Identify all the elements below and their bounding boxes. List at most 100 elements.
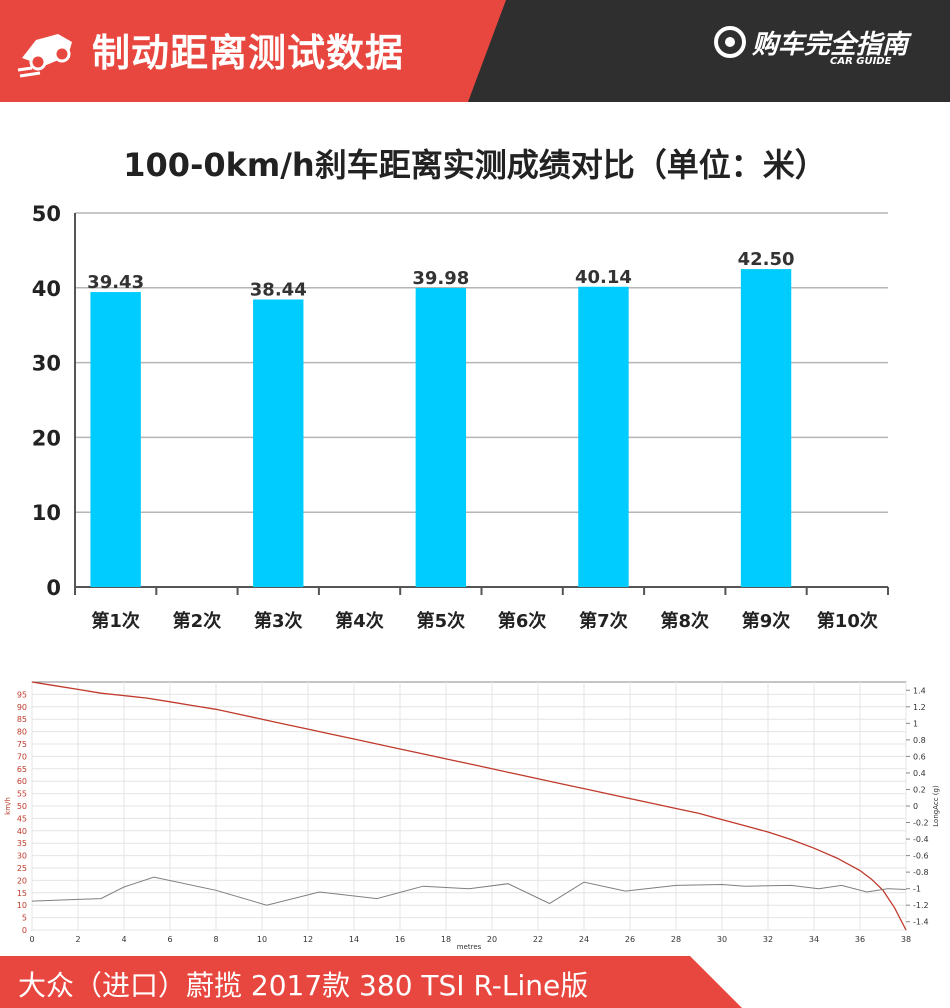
y-tick-label-left: 55 <box>17 790 27 799</box>
x-tick-label: 4 <box>121 935 126 944</box>
y-tick-label-right: -0.2 <box>913 819 929 828</box>
y-tick-label-left: 85 <box>17 715 27 724</box>
y-tick-label-right: 0 <box>913 802 918 811</box>
y-tick-label-right: -0.6 <box>913 852 929 861</box>
x-tick-label: 36 <box>855 935 865 944</box>
y-tick-label-right: -1 <box>913 885 921 894</box>
y-tick-label-right: 1 <box>913 719 918 728</box>
y-tick-label: 10 <box>32 501 61 525</box>
x-tick-label: 38 <box>901 935 911 944</box>
accel-series-line <box>31 876 907 906</box>
x-axis-title: metres <box>457 943 482 950</box>
x-tick-label: 10 <box>257 935 267 944</box>
x-tick-label: 第4次 <box>335 610 384 632</box>
y-tick-label-left: 95 <box>17 690 27 699</box>
y-tick-label-right: 1.4 <box>913 686 926 695</box>
data-label: 38.44 <box>250 279 307 300</box>
y-tick-label-left: 70 <box>17 752 27 761</box>
x-tick-label: 22 <box>533 935 543 944</box>
bar <box>415 287 467 587</box>
y-tick-label-left: 25 <box>17 864 27 873</box>
speed-series-line <box>31 681 907 931</box>
data-label: 39.43 <box>87 272 144 293</box>
x-tick-label: 第2次 <box>173 610 222 632</box>
data-label: 39.98 <box>412 268 469 289</box>
chart-title: 100-0km/h刹车距离实测成绩对比（单位：米） <box>123 146 827 184</box>
x-tick-label: 第3次 <box>254 610 303 632</box>
brand-name: 购车完全指南 <box>752 30 909 60</box>
y-tick-label-right: -0.4 <box>913 835 929 844</box>
y-tick-label-left: 10 <box>17 901 27 910</box>
y-tick-label-left: 80 <box>17 728 27 737</box>
x-tick-label: 第6次 <box>498 610 547 632</box>
x-tick-label: 第7次 <box>579 610 628 632</box>
x-tick-label: 第10次 <box>817 610 878 632</box>
brand-logo: 购车完全指南 CAR GUIDE <box>712 16 932 76</box>
data-label: 42.50 <box>738 249 795 270</box>
bar-chart: 0 10 20 30 40 50 第1次 39.43 第2次 第3次 38.44 第4次 第5次 39.9… <box>32 202 889 632</box>
y-tick-label-left: 75 <box>17 740 27 749</box>
x-tick-label: 8 <box>213 935 218 944</box>
y-tick-label-right: -1.2 <box>913 901 929 910</box>
x-tick-label: 12 <box>303 935 313 944</box>
y-tick-label: 30 <box>32 352 61 376</box>
y-tick-label-left: 35 <box>17 839 27 848</box>
y-tick-label: 50 <box>32 202 61 226</box>
header-title: 制动距离测试数据 <box>92 31 405 75</box>
y-tick-label-left: 30 <box>17 852 27 861</box>
x-tick-label: 24 <box>579 935 589 944</box>
y-tick-label-left: 65 <box>17 765 27 774</box>
x-tick-label: 30 <box>717 935 727 944</box>
x-tick-label: 26 <box>625 935 635 944</box>
x-tick-label: 6 <box>167 935 172 944</box>
y-tick-label: 20 <box>32 426 61 450</box>
brand-subtitle: CAR GUIDE <box>830 56 892 67</box>
car-braking-icon <box>14 18 78 82</box>
x-tick-label: 28 <box>671 935 681 944</box>
x-tick-label: 18 <box>441 935 451 944</box>
x-tick-label: 0 <box>29 935 34 944</box>
y-tick-label-left: 90 <box>17 703 27 712</box>
y-tick-label-right: 0.8 <box>913 736 926 745</box>
x-tick-label: 第9次 <box>742 610 791 632</box>
y-tick-label-left: 45 <box>17 814 27 823</box>
y-tick-label-right: -1.4 <box>913 918 929 927</box>
footer-panel: 大众（进口）蔚揽 2017款 380 TSI R-Line版 <box>0 956 742 1008</box>
y-axis-title-left: km/h <box>4 797 12 815</box>
header-banner: 制动距离测试数据 购车完全指南 CAR GUIDE <box>0 0 950 102</box>
x-tick-label: 第1次 <box>91 610 140 632</box>
bar <box>578 286 629 587</box>
y-tick-label: 0 <box>46 576 61 600</box>
y-tick-label-right: -0.8 <box>913 868 929 877</box>
x-tick-label: 32 <box>763 935 773 944</box>
footer-banner: 大众（进口）蔚揽 2017款 380 TSI R-Line版 <box>0 956 950 1008</box>
y-tick-label: 40 <box>32 277 61 301</box>
x-tick-label: 2 <box>75 935 80 944</box>
y-tick-label-right: 1.2 <box>913 703 926 712</box>
y-tick-label-right: 0.4 <box>913 769 926 778</box>
y-tick-label-right: 0.2 <box>913 785 926 794</box>
y-tick-label-left: 40 <box>17 827 27 836</box>
bar <box>90 292 141 587</box>
x-tick-label: 16 <box>395 935 405 944</box>
bar <box>253 299 304 587</box>
x-tick-label: 20 <box>487 935 497 944</box>
y-tick-label-left: 60 <box>17 777 27 786</box>
y-tick-label-left: 15 <box>17 889 27 898</box>
x-tick-label: 第5次 <box>417 610 466 632</box>
header-title-panel: 制动距离测试数据 <box>0 0 506 102</box>
model-name: 大众（进口）蔚揽 2017款 380 TSI R-Line版 <box>18 969 589 1002</box>
x-tick-label: 34 <box>809 935 819 944</box>
y-tick-label-left: 20 <box>17 876 27 885</box>
bar <box>740 269 792 587</box>
data-label: 40.14 <box>575 267 632 288</box>
x-tick-label: 14 <box>349 935 359 944</box>
brand-logo-icon <box>714 26 746 58</box>
y-tick-label-left: 0 <box>22 926 27 935</box>
y-tick-label-left: 5 <box>22 914 27 923</box>
y-tick-label-right: 0.6 <box>913 752 926 761</box>
x-tick-label: 第8次 <box>660 610 709 632</box>
y-tick-label-left: 50 <box>17 802 27 811</box>
y-axis-title-right: LongAcc (g) <box>932 785 940 827</box>
